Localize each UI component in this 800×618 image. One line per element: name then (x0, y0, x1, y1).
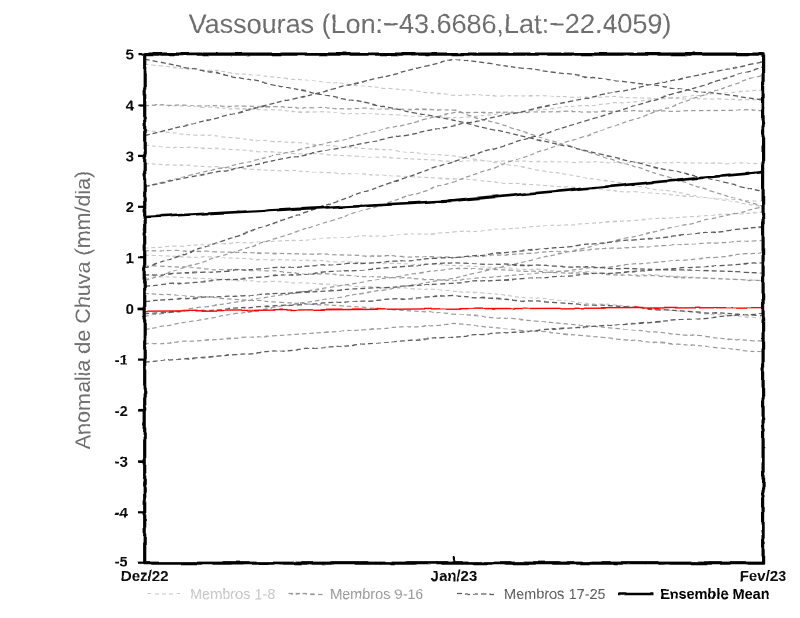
svg-text:1: 1 (126, 250, 134, 267)
svg-text:5: 5 (126, 47, 134, 64)
svg-text:Dez/22: Dez/22 (121, 568, 169, 585)
svg-text:-2: -2 (115, 403, 128, 420)
svg-text:Fev/23: Fev/23 (740, 568, 787, 585)
svg-text:Anomalia de Chuva (mm/dia): Anomalia de Chuva (mm/dia) (71, 171, 95, 449)
svg-text:-4: -4 (115, 505, 129, 522)
svg-text:-3: -3 (115, 454, 128, 471)
svg-text:4: 4 (126, 97, 135, 114)
svg-text:0: 0 (126, 301, 134, 318)
svg-text:Jan/23: Jan/23 (431, 568, 478, 585)
svg-text:Membros 9-16: Membros 9-16 (330, 587, 423, 603)
svg-text:Membros 17-25: Membros 17-25 (504, 587, 606, 603)
svg-text:-1: -1 (115, 352, 128, 369)
svg-text:Membros 1-8: Membros 1-8 (190, 587, 275, 603)
svg-text:3: 3 (126, 148, 134, 165)
svg-text:Vassouras (Lon:−43.6686,Lat:−2: Vassouras (Lon:−43.6686,Lat:−22.4059) (189, 9, 672, 39)
svg-text:2: 2 (126, 199, 134, 216)
svg-text:Ensemble Mean: Ensemble Mean (660, 587, 770, 603)
